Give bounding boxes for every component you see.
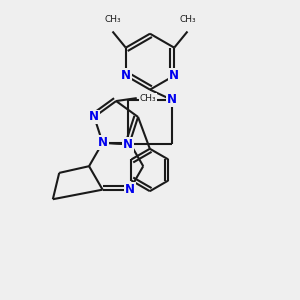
Text: N: N (98, 136, 108, 149)
Text: N: N (167, 93, 177, 106)
Text: CH₃: CH₃ (179, 15, 196, 24)
Text: N: N (169, 69, 179, 82)
Text: CH₃: CH₃ (140, 94, 156, 103)
Text: N: N (125, 183, 135, 196)
Text: CH₃: CH₃ (104, 15, 121, 24)
Text: N: N (89, 110, 99, 124)
Text: N: N (121, 69, 131, 82)
Text: N: N (123, 138, 133, 151)
